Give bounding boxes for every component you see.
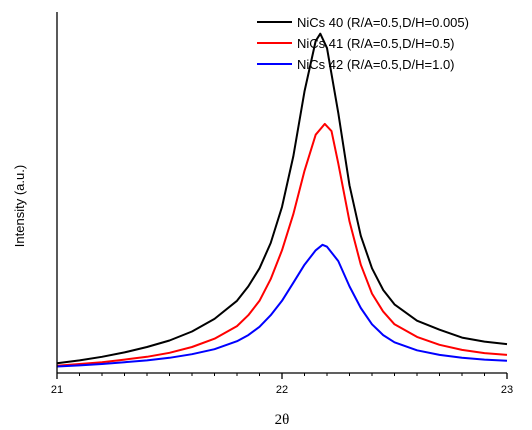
x-ticks: 21 22 23 (51, 373, 513, 396)
plot-lines (56, 32, 508, 368)
legend: NiCs 40 (R/A=0.5,D/H=0.005) NiCs 41 (R/A=… (257, 15, 469, 72)
x-tick-label: 23 (501, 384, 513, 396)
series-line-2 (56, 122, 508, 367)
series-line-3 (56, 243, 508, 368)
legend-label: NiCs 41 (R/A=0.5,D/H=0.5) (297, 36, 455, 51)
x-tick-label: 22 (276, 384, 288, 396)
series-line-1 (56, 32, 508, 365)
x-tick-label: 21 (51, 384, 63, 396)
legend-label: NiCs 42 (R/A=0.5,D/H=1.0) (297, 57, 455, 72)
x-axis-label: 2θ (275, 412, 290, 428)
y-axis-label: Intensity (a.u.) (12, 165, 27, 247)
legend-label: NiCs 40 (R/A=0.5,D/H=0.005) (297, 15, 469, 30)
